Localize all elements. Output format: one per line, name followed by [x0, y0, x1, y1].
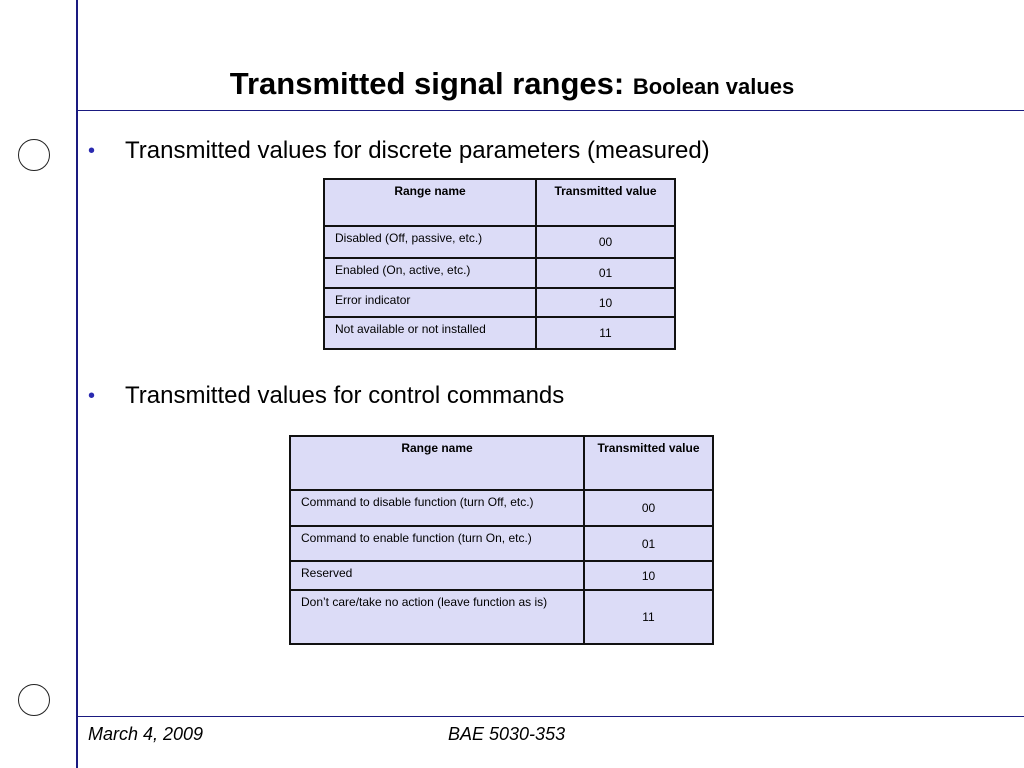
header-cell: Transmitted value [535, 178, 676, 227]
value-cell: 10 [583, 560, 714, 591]
bullet: • [88, 140, 96, 162]
name-cell: Reserved [289, 560, 585, 591]
data-table: Range name Transmitted value Command to di… [289, 435, 714, 645]
value-cell: 00 [535, 225, 676, 259]
name-cell: Error indicator [323, 287, 537, 318]
title-sub: Boolean values [632, 74, 795, 99]
table-row: Command to disable function (turn Off, e… [289, 489, 714, 527]
ring [18, 684, 50, 716]
bullet: • [88, 385, 96, 407]
data-table: Range name Transmitted value Disabled (Off… [323, 178, 676, 350]
footer-course: BAE 5030-353 [448, 724, 566, 744]
name-cell: Disabled (Off, passive, etc.) [323, 225, 537, 259]
ring [18, 139, 50, 171]
name-cell: Enabled (On, active, etc.) [323, 257, 537, 289]
table-row: Disabled (Off, passive, etc.) 00 [323, 225, 676, 259]
header-row: Range name Transmitted value [289, 435, 714, 491]
name-cell: Don’t care/take no action (leave functio… [289, 589, 585, 645]
value-cell: 11 [583, 589, 714, 645]
table-row: Enabled (On, active, etc.) 01 [323, 257, 676, 289]
table-row: Command to enable function (turn On, etc… [289, 525, 714, 562]
footer-rule [77, 716, 1024, 717]
bullet-text: Transmitted values for control commands [125, 382, 565, 409]
title-rule [77, 110, 1024, 111]
left-rule [76, 0, 78, 768]
table-row: Not available or not installed 11 [323, 316, 676, 350]
footer-date: March 4, 2009 [88, 724, 204, 744]
header-cell: Transmitted value [583, 435, 714, 491]
name-cell: Not available or not installed [323, 316, 537, 350]
bullet-text: Transmitted values for discrete paramete… [125, 137, 710, 164]
table-row: Reserved 10 [289, 560, 714, 591]
header-cell: Range name [323, 178, 537, 227]
title: Transmitted signal ranges: Boolean value… [0, 66, 1024, 102]
value-cell: 10 [535, 287, 676, 318]
name-cell: Command to disable function (turn Off, e… [289, 489, 585, 527]
value-cell: 01 [583, 525, 714, 562]
header-row: Range name Transmitted value [323, 178, 676, 227]
header-cell: Range name [289, 435, 585, 491]
value-cell: 01 [535, 257, 676, 289]
name-cell: Command to enable function (turn On, etc… [289, 525, 585, 562]
table-row: Don’t care/take no action (leave functio… [289, 589, 714, 645]
table-row: Error indicator 10 [323, 287, 676, 318]
value-cell: 00 [583, 489, 714, 527]
value-cell: 11 [535, 316, 676, 350]
title-main: Transmitted signal ranges: [229, 66, 625, 101]
